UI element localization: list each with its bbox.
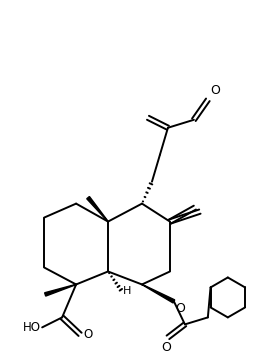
Text: O: O [210,84,220,97]
Text: H: H [123,286,131,296]
Text: HO: HO [23,321,41,334]
Polygon shape [142,284,175,303]
Polygon shape [87,197,108,222]
Polygon shape [45,284,76,296]
Text: O: O [83,328,92,341]
Text: O: O [175,303,185,315]
Text: O: O [161,341,171,354]
